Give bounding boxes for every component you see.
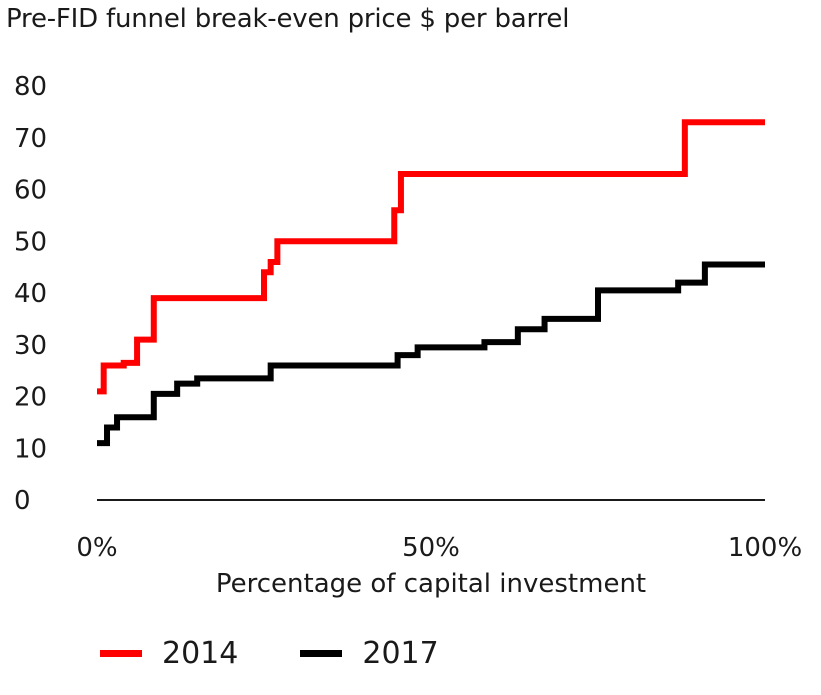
x-tick-label: 50%: [402, 533, 460, 563]
y-tick-label: 20: [14, 383, 47, 413]
legend-item-2017: 2017: [300, 636, 439, 671]
x-tick-label: 100%: [728, 533, 802, 563]
x-axis-ticks: 0% 50% 100%: [76, 533, 802, 563]
y-tick-label: 60: [14, 176, 47, 206]
legend: 2014 2017: [100, 636, 501, 671]
x-axis-label: Percentage of capital investment: [216, 569, 646, 599]
legend-item-2014: 2014: [100, 636, 238, 671]
y-tick-label: 40: [14, 279, 47, 309]
y-tick-label: 80: [14, 72, 47, 102]
legend-swatch-2014: [100, 650, 142, 657]
y-tick-label: 30: [14, 331, 47, 361]
y-tick-label: 10: [14, 434, 47, 464]
y-axis-ticks: 0 10 20 30 40 50 60 70 80: [14, 72, 47, 516]
series-line-2014: [97, 119, 765, 395]
series-line-2017: [97, 261, 765, 447]
y-tick-label: 0: [14, 486, 31, 516]
legend-label-2017: 2017: [362, 636, 439, 671]
y-tick-label: 50: [14, 227, 47, 257]
series-lines: [97, 119, 765, 447]
legend-label-2014: 2014: [162, 636, 239, 671]
x-tick-label: 0%: [76, 533, 117, 563]
y-tick-label: 70: [14, 124, 47, 154]
legend-swatch-2017: [300, 650, 343, 657]
chart-title: Pre-FID funnel break-even price $ per ba…: [6, 4, 570, 34]
